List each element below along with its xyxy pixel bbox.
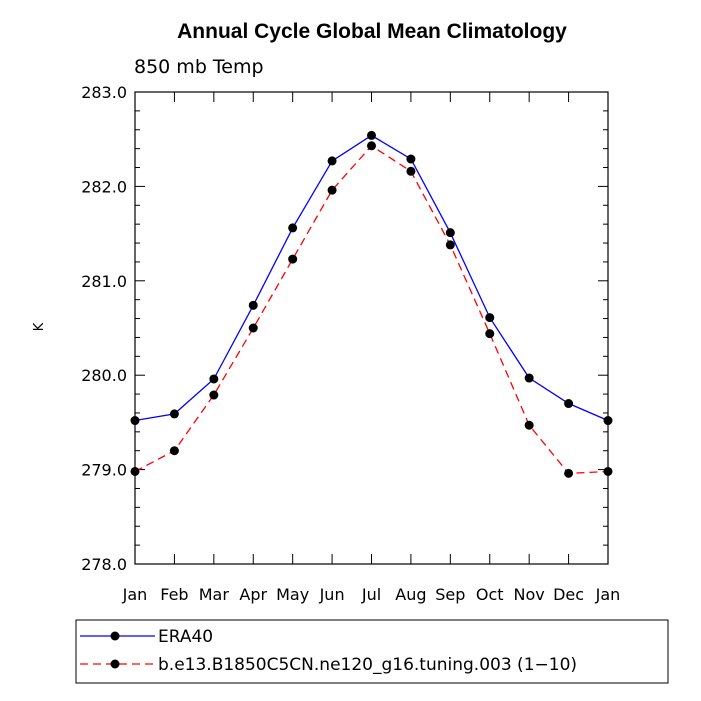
data-point [603, 416, 613, 426]
x-tick-label: Dec [553, 585, 584, 604]
x-axis: Jan Feb Mar Apr May Jun Jul Aug Sep Oct Nov Dec Jan [122, 92, 621, 604]
series-1 [130, 130, 613, 426]
data-point [327, 156, 337, 166]
data-point [130, 466, 140, 476]
x-tick-label: Mar [199, 585, 230, 604]
data-point [445, 228, 455, 238]
x-tick-label: Feb [160, 585, 188, 604]
y-tick-label: 283.0 [81, 83, 127, 102]
data-point [327, 185, 337, 195]
x-tick-label: Oct [476, 585, 504, 604]
x-tick-label: Jan [595, 585, 621, 604]
legend-label: ERA40 [158, 627, 213, 647]
data-point [169, 446, 179, 456]
chart-subtitle: 850 mb Temp [134, 56, 264, 78]
data-point [406, 166, 416, 176]
x-tick-label: Sep [435, 585, 465, 604]
data-point [524, 373, 534, 383]
legend: ERA40 b.e13.B1850C5CN.ne120_g16.tuning.00… [75, 619, 669, 684]
data-point [485, 313, 495, 323]
data-point [564, 399, 574, 409]
legend-label: b.e13.B1850C5CN.ne120_g16.tuning.003 (1−… [158, 655, 577, 675]
data-point [209, 374, 219, 384]
data-point [445, 240, 455, 250]
y-tick-label: 282.0 [81, 177, 127, 196]
data-point [524, 420, 534, 430]
y-tick-label: 278.0 [81, 555, 127, 574]
data-point [406, 154, 416, 164]
data-point [288, 254, 298, 264]
legend-marker [110, 659, 120, 669]
x-tick-label: Jun [319, 585, 345, 604]
series-line [134, 144, 609, 475]
x-tick-label: Aug [395, 585, 426, 604]
x-tick-label: Apr [239, 585, 267, 604]
chart-title: Annual Cycle Global Mean Climatology [177, 20, 567, 43]
y-axis: 278.0 279.0 280.0 281.0 282.0 283.0 [81, 83, 608, 574]
data-point [248, 300, 258, 310]
y-tick-label: 281.0 [81, 272, 127, 291]
data-point [209, 390, 219, 400]
x-tick-label: May [276, 585, 309, 604]
plot-border [134, 91, 609, 565]
data-point [603, 466, 613, 476]
data-point [130, 416, 140, 426]
legend-box [75, 619, 669, 684]
data-point [169, 409, 179, 419]
y-tick-label: 279.0 [81, 461, 127, 480]
plot-frame [134, 91, 609, 565]
y-tick-label: 280.0 [81, 366, 127, 385]
legend-marker [110, 631, 120, 641]
x-tick-label: Jul [361, 585, 381, 604]
x-tick-label: Nov [514, 585, 545, 604]
series-layer [130, 130, 613, 478]
x-tick-label: Jan [122, 585, 148, 604]
data-point [564, 468, 574, 478]
y-axis-label: K [32, 322, 47, 331]
series-line [134, 134, 609, 422]
series-2 [130, 141, 613, 478]
data-point [288, 223, 298, 233]
data-point [485, 329, 495, 339]
data-point [248, 323, 258, 333]
data-point [367, 141, 376, 151]
data-point [367, 130, 376, 140]
